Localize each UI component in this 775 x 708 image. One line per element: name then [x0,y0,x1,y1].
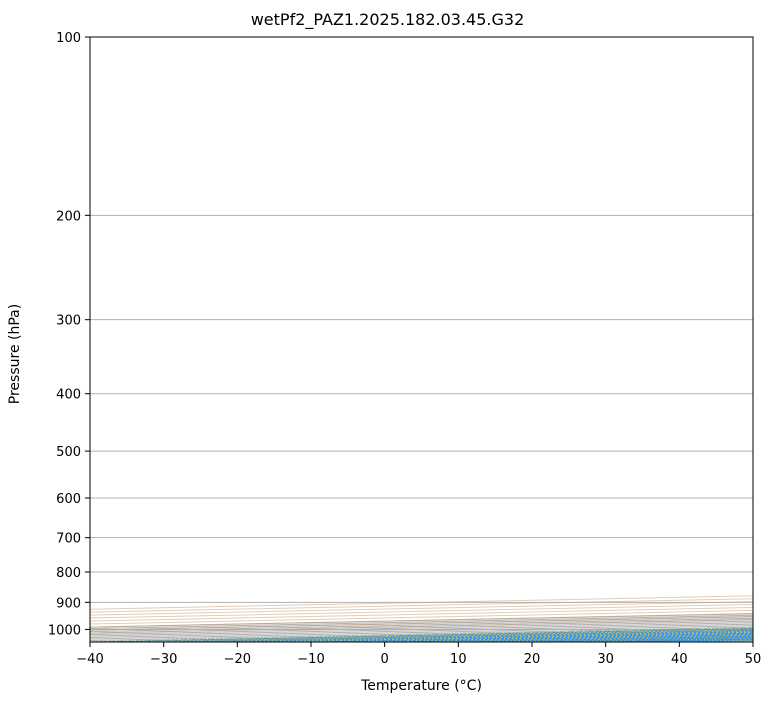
dry-adiabat [239,631,753,642]
moist-adiabat [289,632,753,642]
reference-curve [90,609,753,625]
dry-adiabat [673,37,775,649]
moist-adiabat [319,632,753,642]
isotherm-gridline [163,629,753,642]
x-tick-label: 40 [671,652,688,667]
isotherm-gridline [458,635,753,642]
moist-adiabat [619,639,753,642]
dry-adiabat [389,634,753,642]
moist-adiabat [259,631,753,642]
isotherm-gridline [90,623,753,639]
isotherm-gridline [90,617,753,633]
dry-adiabat [90,628,753,642]
dry-adiabat [538,637,753,642]
moist-adiabat [649,639,753,642]
isotherm-gridline [90,620,753,636]
chart-title: wetPf2_PAZ1.2025.182.03.45.G32 [250,10,525,29]
reference-curve [90,615,753,631]
dry-adiabat [748,37,775,649]
moist-adiabat [409,634,753,642]
background-lines [90,37,775,649]
y-tick-label: 500 [56,445,81,460]
y-tick-label: 600 [56,492,81,507]
axis-ticks: −40 −30 −20 −10 0 10 20 30 40 50 1000 900 800 700 600 5… [48,31,761,667]
dry-adiabat [165,629,753,642]
x-tick-label: −20 [224,652,251,667]
y-tick-label: 700 [56,532,81,547]
dry-adiabat [314,632,753,642]
y-tick-label: 1000 [48,623,81,638]
moist-adiabat [349,633,753,642]
isotherm-gridline [90,619,753,634]
moist-adiabat [439,635,753,642]
y-tick-label: 400 [56,388,81,403]
isotherm-gridline [310,632,753,642]
moist-adiabat [499,636,753,642]
moist-adiabat [140,629,753,642]
moist-adiabat [469,636,753,642]
isotherm-gridline [90,616,753,631]
moist-adiabat [229,631,753,642]
y-axis-label: Pressure (hPa) [7,303,23,405]
isotherm-gridline [679,640,753,642]
moist-adiabat [678,640,753,642]
moist-adiabat [90,627,753,642]
reference-curve [90,601,753,616]
reference-curve [90,595,753,610]
dry-adiabat [464,635,753,642]
y-tick-label: 100 [56,31,81,46]
isotherm-gridline [90,614,753,630]
isotherm-gridline [90,626,753,642]
moist-adiabat [111,628,753,642]
x-tick-label: −30 [150,652,177,667]
x-tick-label: 50 [745,652,762,667]
isotherm-gridline [90,628,753,642]
reference-curve [90,604,753,619]
moist-adiabat [170,629,753,642]
reference-curve [90,612,753,628]
reference-curve [90,598,753,613]
moist-adiabat [559,638,753,642]
x-axis-label: Temperature (°C) [361,678,482,694]
plot-frame [89,36,754,643]
moist-adiabat [200,630,753,642]
isotherm-gridline [531,637,753,642]
y-tick-label: 300 [56,314,81,329]
dry-adiabat [522,37,775,649]
dry-adiabat [613,639,753,642]
reference-curve [90,618,753,634]
isotherm-gridline [605,638,753,642]
isotherm-gridline [237,631,753,642]
x-tick-label: 10 [450,652,467,667]
y-tick-label: 200 [56,209,81,224]
y-tick-label: 800 [56,566,81,581]
isotherm-gridline [90,622,753,637]
moist-adiabat [90,627,753,642]
x-tick-label: 0 [381,652,389,667]
x-tick-label: −40 [76,652,103,667]
y-tick-label: 900 [56,596,81,611]
dry-adiabat [598,37,775,649]
reference-curve [90,606,753,622]
isotherm-gridline [90,625,753,640]
moist-adiabat [589,638,753,642]
moist-adiabat [379,634,753,642]
isotherm-gridline [90,613,753,628]
dry-adiabat [447,37,775,649]
moist-adiabat [529,637,753,642]
dry-adiabat [688,640,753,642]
x-tick-label: 30 [597,652,614,667]
isotherm-gridline [752,641,753,642]
x-tick-label: 20 [524,652,541,667]
x-tick-label: −10 [297,652,324,667]
isotherm-gridline [384,634,753,642]
